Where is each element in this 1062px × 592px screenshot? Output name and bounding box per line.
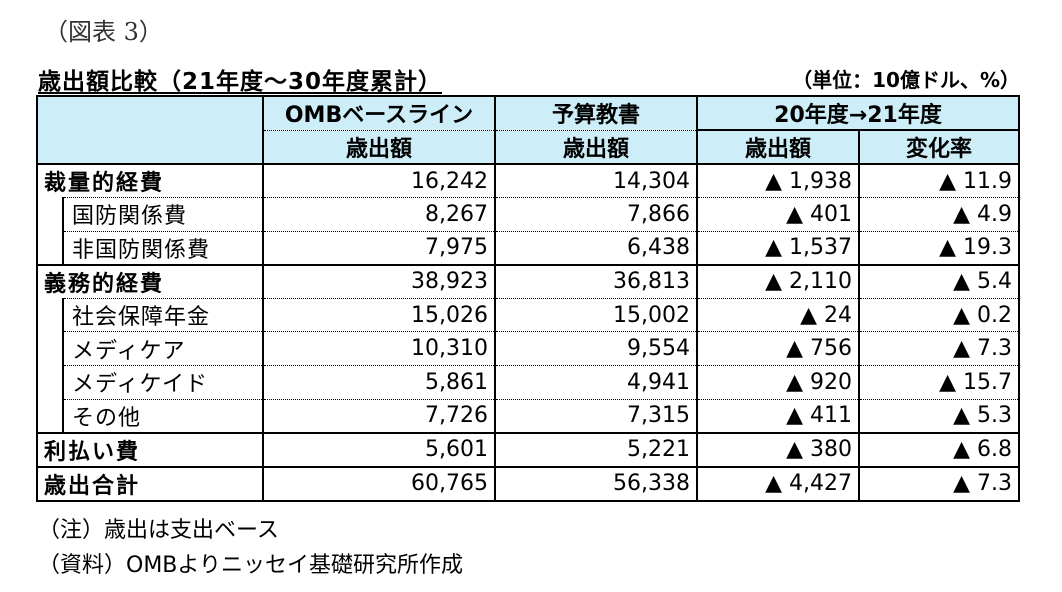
cell-budget-value: 5,221 (494, 431, 698, 467)
table-row: その他 7,726 7,315 ▲ 411 ▲ 5.3 (36, 398, 1020, 433)
cell-change-rate: ▲ 6.8 (858, 431, 1020, 467)
cell-omb-value: 7,726 (262, 398, 496, 433)
table-row: 歳出合計 60,765 56,338 ▲ 4,427 ▲ 7.3 (36, 465, 1020, 502)
note-source: （資料）OMBよりニッセイ基礎研究所作成 (38, 553, 463, 578)
table-row: 裁量的経費 16,242 14,304 ▲ 1,938 ▲ 11.9 (36, 163, 1020, 198)
cell-budget-value: 7,866 (494, 197, 698, 232)
row-subitem-label: メディケイド (62, 365, 263, 400)
cell-omb-value: 10,310 (262, 331, 496, 366)
note-footnote: （注）歳出は支出ベース (38, 518, 279, 543)
row-indent-cell (36, 197, 63, 232)
cell-change-amount: ▲ 24 (696, 297, 860, 332)
header-change-amount: 歳出額 (696, 129, 860, 165)
row-indent-cell (36, 399, 63, 433)
cell-change-rate: ▲ 15.7 (858, 365, 1020, 400)
table-title: 歳出額比較（21年度～30年度累計） (38, 69, 443, 95)
cell-omb-value: 5,601 (262, 431, 496, 467)
row-indent-cell (36, 365, 63, 400)
cell-omb-value: 15,026 (262, 297, 496, 332)
cell-change-amount: ▲ 411 (696, 398, 860, 433)
cell-change-amount: ▲ 1,537 (696, 230, 860, 265)
row-subitem-label: その他 (62, 398, 263, 433)
row-category-label: 裁量的経費 (36, 163, 263, 198)
header-row-top: OMBベースライン 予算教書 20年度→21年度 (36, 95, 1020, 165)
cell-change-rate: ▲ 19.3 (858, 230, 1020, 265)
table-row: 社会保障年金 15,026 15,002 ▲ 24 ▲ 0.2 (36, 297, 1020, 332)
cell-budget-value: 36,813 (494, 263, 698, 299)
cell-omb-value: 16,242 (262, 163, 496, 198)
row-category-label: 利払い費 (36, 431, 263, 467)
header-row-bottom: 歳出額 歳出額 歳出額 変化率 (37, 129, 1020, 165)
row-category-label: 歳出合計 (36, 465, 263, 502)
cell-omb-value: 8,267 (262, 197, 496, 232)
header-budget-bottom: 歳出額 (494, 129, 698, 165)
cell-budget-value: 14,304 (494, 163, 698, 198)
cell-change-rate: ▲ 7.3 (858, 331, 1020, 366)
cell-change-rate: ▲ 11.9 (858, 163, 1020, 198)
row-indent-cell (36, 331, 63, 366)
cell-budget-value: 15,002 (494, 297, 698, 332)
cell-change-rate: ▲ 7.3 (858, 465, 1020, 502)
cell-change-amount: ▲ 380 (696, 431, 860, 467)
row-indent-cell (36, 298, 63, 332)
cell-omb-value: 60,765 (262, 465, 496, 502)
cell-budget-value: 56,338 (494, 465, 698, 502)
row-category-label: 義務的経費 (36, 263, 263, 299)
table-row: メディケイド 5,861 4,941 ▲ 920 ▲ 15.7 (36, 365, 1020, 400)
cell-change-rate: ▲ 5.3 (858, 398, 1020, 433)
header-blank-cell (36, 95, 264, 165)
cell-omb-value: 7,975 (262, 230, 496, 265)
table-row: 義務的経費 38,923 36,813 ▲ 2,110 ▲ 5.4 (36, 263, 1020, 299)
cell-change-amount: ▲ 1,938 (696, 163, 860, 198)
cell-budget-value: 9,554 (494, 331, 698, 366)
cell-budget-value: 7,315 (494, 398, 698, 433)
cell-change-amount: ▲ 2,110 (696, 263, 860, 299)
figure-label: （図表 3） (44, 18, 163, 46)
cell-change-amount: ▲ 401 (696, 197, 860, 232)
cell-budget-value: 4,941 (494, 365, 698, 400)
row-subitem-label: 社会保障年金 (62, 297, 263, 332)
table-row: 利払い費 5,601 5,221 ▲ 380 ▲ 6.8 (36, 431, 1020, 467)
row-subitem-label: 国防関係費 (62, 197, 263, 232)
table-row: 国防関係費 8,267 7,866 ▲ 401 ▲ 4.9 (36, 197, 1020, 232)
cell-change-amount: ▲ 4,427 (696, 465, 860, 502)
cell-omb-value: 5,861 (262, 365, 496, 400)
unit-label: （単位：10億ドル、%） (792, 68, 1020, 92)
cell-change-rate: ▲ 0.2 (858, 297, 1020, 332)
header-change-group: 20年度→21年度 (696, 95, 1020, 131)
cell-change-amount: ▲ 756 (696, 331, 860, 366)
row-indent-cell (36, 231, 63, 265)
cell-change-rate: ▲ 4.9 (858, 197, 1020, 232)
cell-omb-value: 38,923 (262, 263, 496, 299)
row-subitem-label: 非国防関係費 (62, 230, 263, 265)
header-omb-top: OMBベースライン (262, 95, 496, 131)
row-subitem-label: メディケア (62, 331, 263, 366)
title-row: 歳出額比較（21年度～30年度累計） （単位：10億ドル、%） (38, 60, 1028, 95)
table-row: メディケア 10,310 9,554 ▲ 756 ▲ 7.3 (36, 331, 1020, 366)
cell-change-amount: ▲ 920 (696, 365, 860, 400)
cell-change-rate: ▲ 5.4 (858, 263, 1020, 299)
header-omb-bottom: 歳出額 (262, 129, 496, 165)
header-budget-top: 予算教書 (494, 95, 698, 131)
table-row: 非国防関係費 7,975 6,438 ▲ 1,537 ▲ 19.3 (36, 230, 1020, 265)
spending-comparison-table: OMBベースライン 予算教書 20年度→21年度 歳出額 歳出額 歳出額 変化率… (36, 95, 1020, 502)
cell-budget-value: 6,438 (494, 230, 698, 265)
header-change-rate: 変化率 (858, 129, 1020, 165)
